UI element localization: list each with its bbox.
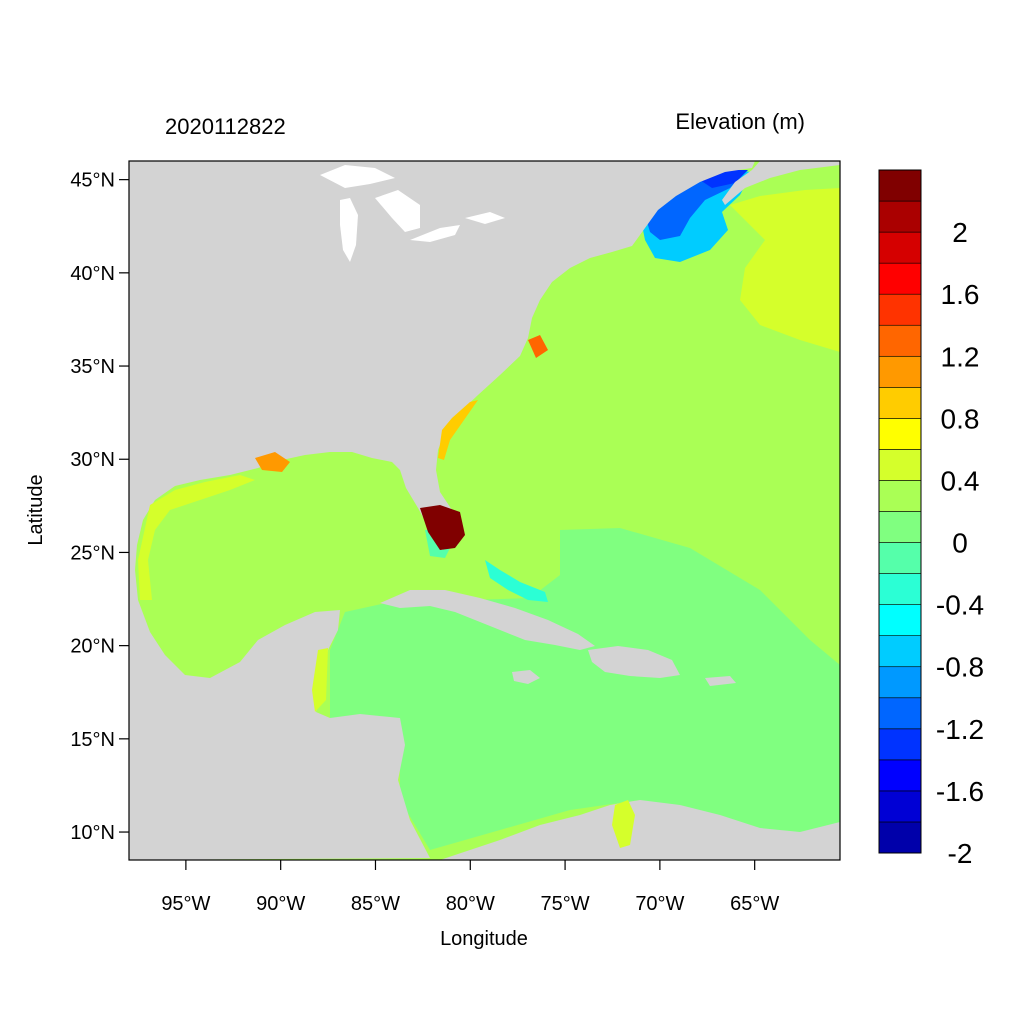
lake-superior bbox=[320, 165, 395, 188]
lat-tick-label: 40°N bbox=[70, 263, 115, 285]
colorbar-label: -0.8 bbox=[936, 652, 984, 683]
atlantic-positive-region bbox=[730, 188, 840, 352]
lon-tick-label: 90°W bbox=[256, 893, 305, 915]
colorbar-label: 0.4 bbox=[941, 465, 980, 496]
florida-surge bbox=[420, 505, 465, 550]
colorbar-swatch bbox=[878, 169, 922, 202]
gulf-of-maine-deepest bbox=[700, 170, 748, 188]
colorbar-label: 0.8 bbox=[941, 403, 980, 434]
lon-tick-label: 65°W bbox=[730, 893, 779, 915]
colorbar-label: -0.4 bbox=[936, 590, 984, 621]
colorbar-swatch bbox=[878, 231, 922, 264]
colorbar-label: -2 bbox=[948, 838, 973, 869]
south-america-land bbox=[440, 800, 840, 860]
colorbar-swatch bbox=[878, 697, 922, 730]
great-lakes bbox=[320, 165, 505, 262]
north-carolina-surge bbox=[528, 335, 548, 358]
colorbar-swatch bbox=[878, 262, 922, 295]
colorbar-swatch bbox=[878, 293, 922, 326]
cuba-land bbox=[380, 590, 595, 650]
colorbar-swatch bbox=[878, 821, 922, 854]
lon-tick-label: 95°W bbox=[161, 893, 210, 915]
gulf-coast-positive bbox=[138, 475, 255, 600]
nova-scotia-land bbox=[722, 161, 840, 205]
lake-erie bbox=[410, 225, 460, 242]
colorbar-swatch bbox=[878, 573, 922, 605]
colorbar-swatch bbox=[878, 355, 922, 388]
colorbar-swatch bbox=[878, 449, 922, 481]
colorbar-label: 1.2 bbox=[941, 341, 980, 372]
jamaica-land bbox=[512, 670, 540, 684]
colorbar-swatch bbox=[878, 480, 922, 512]
venezuela-positive bbox=[612, 800, 635, 848]
gulf-of-maine-deep bbox=[645, 172, 745, 240]
yucatan-positive bbox=[312, 648, 328, 712]
colorbar-swatch bbox=[878, 790, 922, 823]
bahamas-negative bbox=[485, 560, 548, 602]
colorbar-label: -1.6 bbox=[936, 776, 984, 807]
colorbar-swatch bbox=[878, 604, 922, 636]
lon-tick-label: 70°W bbox=[635, 893, 684, 915]
colorbar-labels: 2 1.6 1.2 0.8 0.4 0 -0.4 -0.8 -1.2 -1.6 -2 bbox=[936, 217, 984, 869]
hispaniola-land bbox=[588, 646, 680, 678]
colorbar-swatch bbox=[878, 542, 922, 574]
map-plot-area bbox=[129, 161, 840, 860]
colorbar-swatch bbox=[878, 324, 922, 357]
lat-tick-label: 15°N bbox=[70, 729, 115, 751]
lat-tick-label: 10°N bbox=[70, 822, 115, 844]
lon-tick-label: 85°W bbox=[351, 893, 400, 915]
y-axis-label: Latitude bbox=[25, 474, 47, 545]
colorbar-swatch bbox=[878, 759, 922, 792]
east-coast-positive bbox=[438, 400, 478, 460]
colorbar-label: -1.2 bbox=[936, 714, 984, 745]
lat-tick-label: 25°N bbox=[70, 542, 115, 564]
plot-frame bbox=[128, 160, 841, 861]
colorbar-swatch bbox=[878, 387, 922, 419]
lake-michigan bbox=[340, 198, 358, 262]
colorbar-label: 1.6 bbox=[941, 279, 980, 310]
right-title: Elevation (m) bbox=[675, 109, 805, 134]
colorbar-swatch bbox=[878, 635, 922, 668]
longitude-axis: 95°W 90°W 85°W 80°W 75°W 70°W 65°W bbox=[161, 860, 779, 915]
lat-tick-label: 35°N bbox=[70, 356, 115, 378]
puerto-rico-land bbox=[705, 676, 736, 686]
lake-ontario bbox=[465, 212, 505, 224]
louisiana-surge bbox=[255, 452, 290, 472]
left-title: 2020112822 bbox=[165, 114, 286, 139]
lon-tick-label: 75°W bbox=[541, 893, 590, 915]
colorbar-swatch bbox=[878, 728, 922, 761]
lat-tick-label: 20°N bbox=[70, 636, 115, 658]
colorbar bbox=[878, 169, 922, 854]
colorbar-swatch bbox=[878, 666, 922, 699]
colorbar-swatch bbox=[878, 418, 922, 450]
colorbar-swatch bbox=[878, 200, 922, 233]
lon-tick-label: 80°W bbox=[446, 893, 495, 915]
colorbar-label: 2 bbox=[952, 217, 968, 248]
colorbar-swatch bbox=[878, 511, 922, 543]
lake-huron bbox=[375, 190, 420, 232]
latitude-axis: 45°N 40°N 35°N 30°N 25°N 20°N 15°N 10°N bbox=[70, 170, 129, 844]
lat-tick-label: 30°N bbox=[70, 449, 115, 471]
colorbar-label: 0 bbox=[952, 528, 968, 559]
x-axis-label: Longitude bbox=[440, 928, 528, 950]
lat-tick-label: 45°N bbox=[70, 170, 115, 192]
colorbar-frame bbox=[878, 169, 922, 854]
